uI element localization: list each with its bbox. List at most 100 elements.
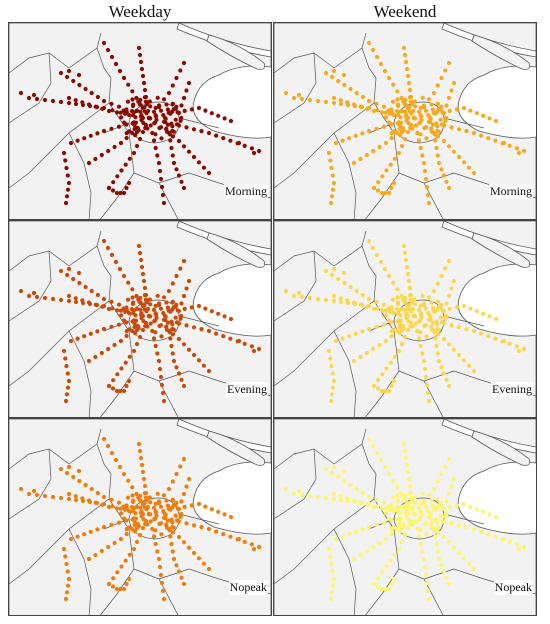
station-point — [256, 346, 262, 352]
station-point — [330, 385, 336, 390]
station-point — [182, 108, 187, 113]
station-point — [159, 136, 164, 141]
station-point — [348, 482, 353, 488]
station-point — [161, 493, 167, 498]
station-point — [378, 259, 384, 265]
station-point — [374, 299, 379, 304]
station-point — [391, 180, 397, 186]
station-point — [428, 314, 433, 319]
station-point — [68, 536, 74, 542]
station-point — [73, 494, 78, 499]
station-point — [170, 153, 175, 158]
station-point — [126, 378, 132, 384]
station-point — [50, 98, 56, 104]
station-point — [137, 101, 142, 107]
station-point — [101, 128, 107, 134]
station-point — [112, 144, 117, 150]
station-point — [389, 527, 394, 532]
station-point — [521, 544, 527, 550]
station-point — [441, 173, 447, 178]
station-point — [119, 366, 124, 371]
map-svg — [9, 23, 271, 219]
station-point — [116, 500, 122, 505]
district-border — [9, 250, 52, 322]
station-point — [422, 366, 428, 372]
station-point — [170, 505, 175, 510]
station-point — [130, 493, 135, 498]
station-point — [521, 148, 527, 154]
station-point — [375, 504, 380, 509]
station-point — [405, 271, 411, 277]
station-point — [95, 490, 100, 496]
station-point — [394, 109, 400, 114]
station-point — [351, 160, 357, 166]
station-point — [109, 324, 114, 329]
station-point — [434, 343, 439, 349]
station-point — [123, 162, 128, 167]
station-point — [435, 281, 440, 286]
station-point — [110, 108, 115, 113]
station-point — [178, 514, 183, 519]
station-point — [160, 192, 166, 198]
station-point — [399, 95, 404, 101]
station-point — [141, 278, 147, 284]
station-point — [399, 143, 405, 149]
station-point — [18, 90, 24, 96]
station-point — [430, 518, 435, 523]
station-point — [109, 126, 114, 131]
station-point — [435, 134, 441, 139]
station-point — [228, 138, 233, 143]
station-point — [379, 190, 385, 196]
station-point — [148, 123, 153, 128]
station-point — [179, 103, 184, 108]
station-point — [256, 148, 262, 154]
station-point — [371, 306, 377, 312]
station-point — [444, 499, 449, 504]
station-point — [416, 534, 422, 539]
station-point — [186, 149, 192, 154]
station-point — [474, 309, 479, 314]
station-point — [124, 308, 129, 313]
station-point — [251, 150, 257, 156]
station-point — [191, 352, 197, 358]
station-point — [199, 327, 204, 332]
station-point — [388, 558, 393, 563]
station-point — [449, 125, 454, 130]
station-point — [479, 133, 484, 138]
station-point — [353, 133, 358, 138]
station-point — [423, 374, 429, 380]
station-point — [407, 87, 413, 93]
station-point — [383, 308, 388, 313]
station-point — [189, 107, 194, 112]
station-point — [431, 90, 437, 96]
station-point — [76, 468, 82, 474]
station-point — [75, 336, 80, 341]
station-point — [329, 165, 334, 171]
station-point — [383, 388, 388, 394]
district-border — [274, 52, 317, 124]
station-point — [203, 504, 208, 509]
station-point — [404, 462, 410, 468]
station-point — [371, 148, 376, 154]
station-point — [405, 115, 410, 121]
station-point — [456, 550, 462, 556]
station-point — [158, 306, 164, 311]
district-border — [9, 448, 52, 520]
station-point — [347, 532, 352, 537]
station-point — [61, 150, 67, 156]
station-point — [106, 504, 112, 510]
district-border — [333, 528, 357, 615]
station-point — [426, 97, 432, 102]
station-point — [127, 354, 132, 359]
station-point — [221, 532, 226, 537]
station-point — [64, 590, 70, 595]
station-point — [181, 144, 187, 149]
station-point — [435, 124, 440, 129]
station-point — [347, 334, 352, 339]
station-point — [170, 109, 175, 114]
district-border — [96, 47, 112, 104]
station-point — [153, 528, 158, 533]
station-point — [186, 545, 192, 550]
station-point — [130, 328, 135, 334]
station-point — [158, 572, 164, 578]
